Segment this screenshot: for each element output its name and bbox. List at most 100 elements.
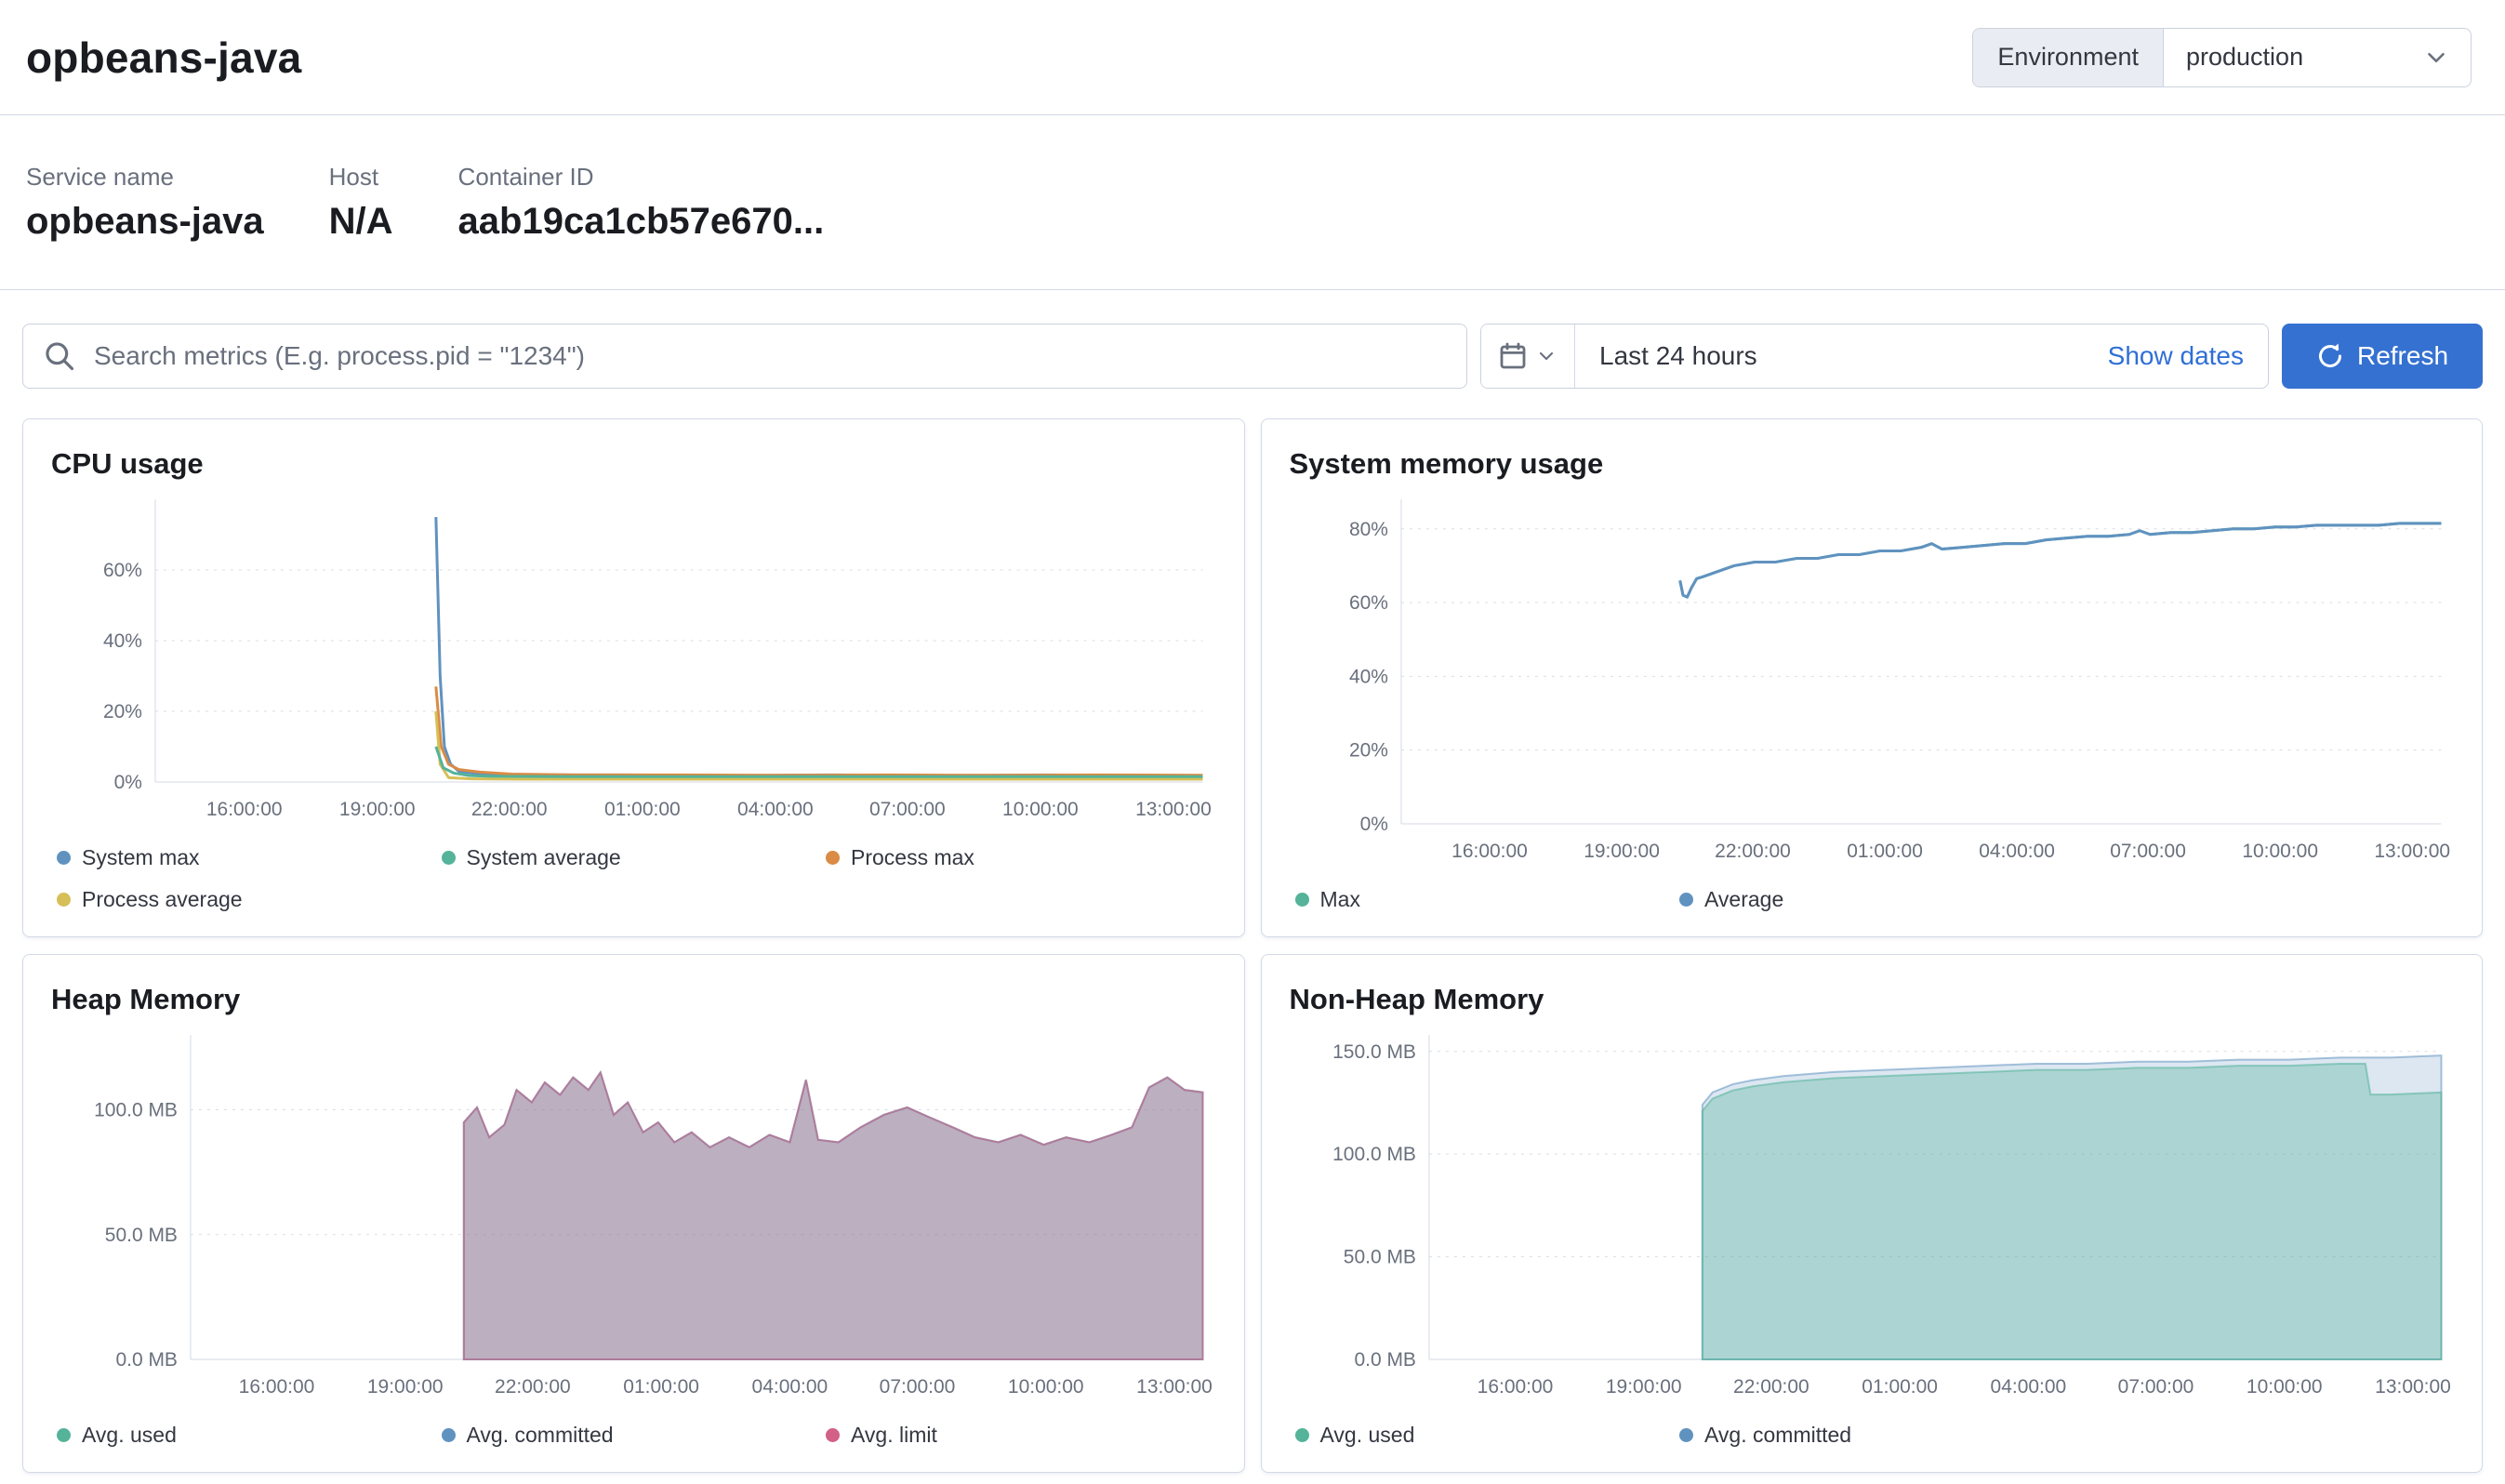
quick-select-button[interactable] (1481, 325, 1575, 388)
legend-dot (1294, 893, 1309, 907)
legend-dot (826, 1428, 840, 1442)
svg-text:60%: 60% (103, 560, 142, 581)
svg-text:22:00:00: 22:00:00 (1715, 841, 1791, 862)
host-field: Host N/A (329, 163, 393, 243)
legend-item-process-max[interactable]: Process max (826, 845, 1211, 870)
svg-text:01:00:00: 01:00:00 (1847, 841, 1923, 862)
legend-label: Avg. used (1319, 1423, 1415, 1447)
service-name-label: Service name (26, 162, 174, 191)
svg-text:20%: 20% (103, 701, 142, 722)
chart-title-non-heap-memory: Non-Heap Memory (1289, 983, 1544, 1015)
svg-text:10:00:00: 10:00:00 (2246, 1376, 2322, 1398)
service-name-field: Service name opbeans-java (26, 163, 264, 243)
service-name-value: opbeans-java (26, 200, 264, 242)
heap-memory-chart[interactable]: 0.0 MB 50.0 MB 100.0 MB 16:00:00 19:00:00 22:… (51, 1022, 1216, 1408)
svg-text:80%: 80% (1348, 519, 1387, 540)
system-memory-chart[interactable]: 0% 20% 40% 60% 80% 16:00:00 19:00:00 22:00:00 01… (1290, 486, 2455, 872)
svg-text:50.0 MB: 50.0 MB (1343, 1247, 1415, 1268)
search-icon (43, 339, 76, 378)
container-id-label: Container ID (457, 162, 594, 191)
svg-text:19:00:00: 19:00:00 (339, 799, 416, 820)
legend-item-max[interactable]: Max (1294, 887, 1680, 912)
svg-text:19:00:00: 19:00:00 (367, 1376, 444, 1398)
legend-item-system-max[interactable]: System max (57, 845, 442, 870)
legend-label: Avg. used (82, 1423, 177, 1447)
container-id-value: aab19ca1cb57e670... (457, 200, 825, 242)
container-id-field: Container ID aab19ca1cb57e670... (458, 163, 825, 243)
svg-text:22:00:00: 22:00:00 (1733, 1376, 1809, 1398)
legend-dot (57, 851, 71, 865)
svg-text:100.0 MB: 100.0 MB (94, 1100, 178, 1121)
metrics-toolbar: Last 24 hours Show dates Refresh (22, 324, 2483, 389)
svg-text:07:00:00: 07:00:00 (2117, 1376, 2194, 1398)
cpu-usage-chart[interactable]: 0% 20% 40% 60% 16:00:00 19:00:00 22:00:00 01:00… (51, 486, 1216, 830)
environment-label: Environment (1973, 28, 2164, 86)
svg-text:10:00:00: 10:00:00 (1002, 799, 1079, 820)
date-picker: Last 24 hours Show dates (1480, 324, 2269, 389)
legend-dot (441, 851, 456, 865)
environment-select[interactable]: production (2164, 29, 2471, 86)
svg-text:04:00:00: 04:00:00 (1990, 1376, 2066, 1398)
host-label: Host (328, 162, 379, 191)
svg-text:100.0 MB: 100.0 MB (1332, 1144, 1416, 1165)
svg-text:60%: 60% (1348, 592, 1387, 614)
chart-panel-cpu-usage: CPU usage 0% 20% 40% 60% 16:00:00 19:00:00 22:… (22, 418, 1245, 937)
svg-text:13:00:00: 13:00:00 (2374, 841, 2450, 862)
legend-label: Max (1319, 887, 1360, 911)
svg-text:13:00:00: 13:00:00 (1136, 1376, 1213, 1398)
legend-label: Process max (851, 845, 974, 869)
svg-text:19:00:00: 19:00:00 (1605, 1376, 1681, 1398)
search-input[interactable] (22, 324, 1467, 389)
chevron-down-icon (1539, 351, 1554, 361)
svg-text:07:00:00: 07:00:00 (880, 1376, 956, 1398)
legend-item-process-average[interactable]: Process average (57, 887, 442, 912)
legend-label: System average (466, 845, 621, 869)
chart-title-cpu-usage: CPU usage (51, 447, 204, 480)
svg-text:13:00:00: 13:00:00 (1135, 799, 1212, 820)
legend-label: Avg. committed (1704, 1423, 1852, 1447)
legend-item-avg-committed[interactable]: Avg. committed (441, 1423, 827, 1448)
refresh-button[interactable]: Refresh (2282, 324, 2483, 389)
legend-label: Avg. limit (851, 1423, 937, 1447)
legend-item-system-average[interactable]: System average (441, 845, 827, 870)
legend-dot (57, 893, 71, 907)
cpu-usage-legend: System max System average Process max Pr… (51, 830, 1216, 920)
legend-label: System max (82, 845, 200, 869)
svg-text:13:00:00: 13:00:00 (2375, 1376, 2451, 1398)
chart-title-system-memory: System memory usage (1289, 447, 1604, 480)
svg-text:50.0 MB: 50.0 MB (105, 1225, 178, 1246)
svg-text:07:00:00: 07:00:00 (2110, 841, 2186, 862)
legend-label: Process average (82, 887, 243, 911)
svg-text:10:00:00: 10:00:00 (2242, 841, 2318, 862)
refresh-label: Refresh (2356, 341, 2449, 370)
svg-text:16:00:00: 16:00:00 (239, 1376, 315, 1398)
page-title: opbeans-java (26, 33, 302, 82)
svg-text:22:00:00: 22:00:00 (495, 1376, 571, 1398)
svg-text:19:00:00: 19:00:00 (1584, 841, 1660, 862)
legend-item-avg-limit[interactable]: Avg. limit (826, 1423, 1211, 1448)
non-heap-memory-chart[interactable]: 0.0 MB 50.0 MB 100.0 MB 150.0 MB 16:00:00 19:… (1290, 1022, 2455, 1408)
svg-text:01:00:00: 01:00:00 (604, 799, 681, 820)
heap-memory-legend: Avg. used Avg. committed Avg. limit (51, 1408, 1216, 1455)
service-info-bar: Service name opbeans-java Host N/A Conta… (0, 115, 2505, 290)
legend-item-avg-committed[interactable]: Avg. committed (1679, 1423, 2064, 1448)
legend-dot (1679, 1428, 1693, 1442)
host-value: N/A (328, 200, 393, 242)
date-display[interactable]: Last 24 hours Show dates (1575, 325, 2268, 388)
svg-text:22:00:00: 22:00:00 (471, 799, 548, 820)
environment-value: production (2186, 43, 2304, 71)
legend-dot (57, 1428, 71, 1442)
app-header: opbeans-java Environment production (0, 0, 2505, 115)
legend-dot (1294, 1428, 1309, 1442)
show-dates-link[interactable]: Show dates (2107, 341, 2244, 370)
legend-item-avg-used[interactable]: Avg. used (57, 1423, 442, 1448)
svg-text:40%: 40% (1348, 666, 1387, 687)
legend-dot (441, 1428, 456, 1442)
system-memory-legend: Max Average (1290, 872, 2455, 920)
svg-text:0%: 0% (1359, 814, 1387, 835)
legend-item-average[interactable]: Average (1679, 887, 2064, 912)
legend-item-avg-used[interactable]: Avg. used (1294, 1423, 1680, 1448)
chart-panel-system-memory: System memory usage 0% 20% 40% 60% 80% 16:00:… (1260, 418, 2483, 937)
chart-panel-heap-memory: Heap Memory 0.0 MB 50.0 MB 100.0 MB 16:00:0… (22, 954, 1245, 1473)
legend-dot (826, 851, 840, 865)
